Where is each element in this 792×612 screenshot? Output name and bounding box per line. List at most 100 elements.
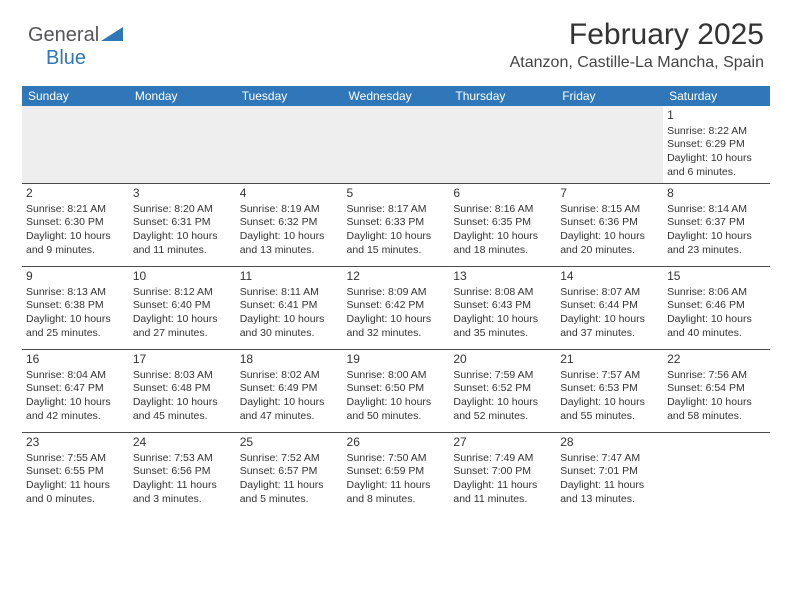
- calendar-cell: [236, 106, 343, 184]
- sunrise-line: Sunrise: 8:12 AM: [133, 286, 232, 300]
- daylight-line: Daylight: 10 hours and 37 minutes.: [560, 313, 659, 340]
- calendar-cell: [449, 106, 556, 184]
- sunset-line: Sunset: 6:44 PM: [560, 299, 659, 313]
- sunset-line: Sunset: 6:56 PM: [133, 465, 232, 479]
- sunrise-line: Sunrise: 8:06 AM: [667, 286, 766, 300]
- brand-text-general: General: [28, 24, 99, 46]
- day-number: 23: [26, 435, 125, 451]
- calendar-cell: 28Sunrise: 7:47 AMSunset: 7:01 PMDayligh…: [556, 433, 663, 516]
- sunrise-line: Sunrise: 8:08 AM: [453, 286, 552, 300]
- sunrise-line: Sunrise: 8:07 AM: [560, 286, 659, 300]
- day-number: 10: [133, 269, 232, 285]
- day-number: 14: [560, 269, 659, 285]
- day-number: 21: [560, 352, 659, 368]
- sunset-line: Sunset: 6:46 PM: [667, 299, 766, 313]
- sunrise-line: Sunrise: 8:17 AM: [347, 203, 446, 217]
- calendar-cell: 7Sunrise: 8:15 AMSunset: 6:36 PMDaylight…: [556, 184, 663, 267]
- day-number: 1: [667, 108, 766, 124]
- daylight-line: Daylight: 10 hours and 18 minutes.: [453, 230, 552, 257]
- sunset-line: Sunset: 6:54 PM: [667, 382, 766, 396]
- sunset-line: Sunset: 6:38 PM: [26, 299, 125, 313]
- calendar-cell: 13Sunrise: 8:08 AMSunset: 6:43 PMDayligh…: [449, 267, 556, 350]
- sunrise-line: Sunrise: 8:02 AM: [240, 369, 339, 383]
- location-text: Atanzon, Castille-La Mancha, Spain: [510, 54, 764, 72]
- sunrise-line: Sunrise: 7:59 AM: [453, 369, 552, 383]
- sunset-line: Sunset: 6:36 PM: [560, 216, 659, 230]
- daylight-line: Daylight: 10 hours and 9 minutes.: [26, 230, 125, 257]
- calendar-cell: 19Sunrise: 8:00 AMSunset: 6:50 PMDayligh…: [343, 350, 450, 433]
- calendar-cell: [22, 106, 129, 184]
- calendar-cell: [663, 433, 770, 516]
- sunrise-line: Sunrise: 7:49 AM: [453, 452, 552, 466]
- calendar-cell: 1Sunrise: 8:22 AMSunset: 6:29 PMDaylight…: [663, 106, 770, 184]
- sunset-line: Sunset: 6:47 PM: [26, 382, 125, 396]
- day-number: 26: [347, 435, 446, 451]
- sunrise-line: Sunrise: 8:11 AM: [240, 286, 339, 300]
- sunset-line: Sunset: 6:29 PM: [667, 138, 766, 152]
- calendar-cell: 10Sunrise: 8:12 AMSunset: 6:40 PMDayligh…: [129, 267, 236, 350]
- calendar-cell: 11Sunrise: 8:11 AMSunset: 6:41 PMDayligh…: [236, 267, 343, 350]
- sunset-line: Sunset: 6:59 PM: [347, 465, 446, 479]
- day-number: 27: [453, 435, 552, 451]
- calendar-cell: 24Sunrise: 7:53 AMSunset: 6:56 PMDayligh…: [129, 433, 236, 516]
- calendar-cell: [556, 106, 663, 184]
- title-block: February 2025 Atanzon, Castille-La Manch…: [510, 18, 764, 72]
- day-number: 3: [133, 186, 232, 202]
- sunset-line: Sunset: 6:32 PM: [240, 216, 339, 230]
- day-number: 15: [667, 269, 766, 285]
- daylight-line: Daylight: 10 hours and 52 minutes.: [453, 396, 552, 423]
- weekday-header: Saturday: [663, 86, 770, 106]
- sunrise-line: Sunrise: 8:15 AM: [560, 203, 659, 217]
- calendar-cell: 17Sunrise: 8:03 AMSunset: 6:48 PMDayligh…: [129, 350, 236, 433]
- sunset-line: Sunset: 6:33 PM: [347, 216, 446, 230]
- weekday-header: Wednesday: [343, 86, 450, 106]
- daylight-line: Daylight: 10 hours and 15 minutes.: [347, 230, 446, 257]
- daylight-line: Daylight: 10 hours and 13 minutes.: [240, 230, 339, 257]
- calendar-table: SundayMondayTuesdayWednesdayThursdayFrid…: [22, 86, 770, 516]
- day-number: 24: [133, 435, 232, 451]
- day-number: 2: [26, 186, 125, 202]
- calendar-cell: [129, 106, 236, 184]
- sunrise-line: Sunrise: 7:52 AM: [240, 452, 339, 466]
- calendar-cell: 3Sunrise: 8:20 AMSunset: 6:31 PMDaylight…: [129, 184, 236, 267]
- day-number: 5: [347, 186, 446, 202]
- sunrise-line: Sunrise: 7:47 AM: [560, 452, 659, 466]
- calendar-cell: 8Sunrise: 8:14 AMSunset: 6:37 PMDaylight…: [663, 184, 770, 267]
- weekday-header: Thursday: [449, 86, 556, 106]
- calendar-cell: 22Sunrise: 7:56 AMSunset: 6:54 PMDayligh…: [663, 350, 770, 433]
- page-title: February 2025: [510, 18, 764, 52]
- calendar-cell: 2Sunrise: 8:21 AMSunset: 6:30 PMDaylight…: [22, 184, 129, 267]
- sunset-line: Sunset: 7:00 PM: [453, 465, 552, 479]
- sunset-line: Sunset: 6:42 PM: [347, 299, 446, 313]
- daylight-line: Daylight: 10 hours and 40 minutes.: [667, 313, 766, 340]
- weekday-header: Tuesday: [236, 86, 343, 106]
- daylight-line: Daylight: 10 hours and 47 minutes.: [240, 396, 339, 423]
- sunset-line: Sunset: 6:49 PM: [240, 382, 339, 396]
- sunset-line: Sunset: 6:35 PM: [453, 216, 552, 230]
- calendar-cell: 9Sunrise: 8:13 AMSunset: 6:38 PMDaylight…: [22, 267, 129, 350]
- daylight-line: Daylight: 11 hours and 8 minutes.: [347, 479, 446, 506]
- daylight-line: Daylight: 10 hours and 20 minutes.: [560, 230, 659, 257]
- day-number: 13: [453, 269, 552, 285]
- sunset-line: Sunset: 6:50 PM: [347, 382, 446, 396]
- calendar-cell: 16Sunrise: 8:04 AMSunset: 6:47 PMDayligh…: [22, 350, 129, 433]
- calendar-header-row: SundayMondayTuesdayWednesdayThursdayFrid…: [22, 86, 770, 106]
- sunrise-line: Sunrise: 8:16 AM: [453, 203, 552, 217]
- day-number: 19: [347, 352, 446, 368]
- day-number: 7: [560, 186, 659, 202]
- calendar-cell: 18Sunrise: 8:02 AMSunset: 6:49 PMDayligh…: [236, 350, 343, 433]
- weekday-header: Friday: [556, 86, 663, 106]
- sunrise-line: Sunrise: 7:50 AM: [347, 452, 446, 466]
- sunrise-line: Sunrise: 8:03 AM: [133, 369, 232, 383]
- sunset-line: Sunset: 6:30 PM: [26, 216, 125, 230]
- calendar-cell: 20Sunrise: 7:59 AMSunset: 6:52 PMDayligh…: [449, 350, 556, 433]
- sunrise-line: Sunrise: 7:53 AM: [133, 452, 232, 466]
- page-header: General Blue February 2025 Atanzon, Cast…: [0, 0, 792, 78]
- sunset-line: Sunset: 6:43 PM: [453, 299, 552, 313]
- brand-logo: General Blue: [28, 24, 123, 70]
- sunset-line: Sunset: 7:01 PM: [560, 465, 659, 479]
- day-number: 17: [133, 352, 232, 368]
- brand-triangle-icon: [101, 27, 123, 46]
- sunset-line: Sunset: 6:48 PM: [133, 382, 232, 396]
- sunrise-line: Sunrise: 8:21 AM: [26, 203, 125, 217]
